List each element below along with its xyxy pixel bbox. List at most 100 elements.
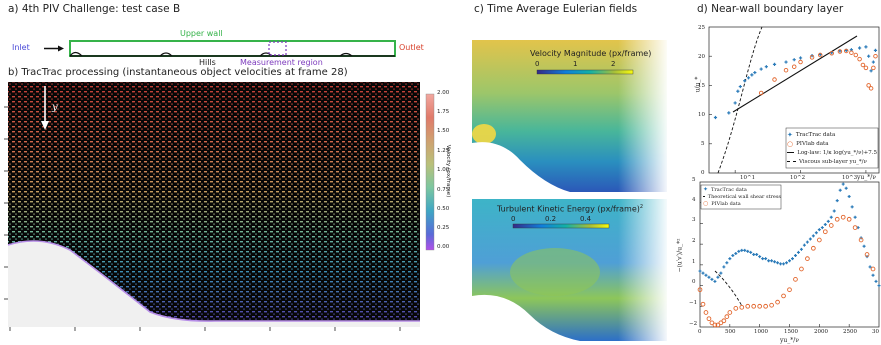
colorbar-label: Velocity (px/frame) — [445, 144, 451, 198]
top-ytick-4: 20 — [698, 54, 705, 60]
measurement-box — [268, 41, 287, 56]
pivlab-point — [703, 310, 709, 315]
pivlab-point — [843, 48, 849, 54]
pivlab-point — [733, 306, 739, 311]
pivlab-point — [805, 256, 810, 261]
tractrac-point — [776, 261, 780, 265]
circle-marker-icon: ○ — [703, 200, 709, 207]
top-xtick-2: 10^3 — [842, 175, 858, 181]
tractrac-point — [785, 261, 789, 265]
pivlab-point — [772, 77, 777, 82]
bottom-ytick-7: 5 — [692, 177, 696, 183]
pivlab-point — [873, 53, 878, 59]
pivlab-point — [727, 310, 733, 315]
tractrac-point — [820, 226, 824, 230]
bottom-ytick-3: 1 — [692, 259, 696, 265]
panel-b-title: b) TracTrac processing (instantaneous ob… — [8, 67, 348, 78]
tractrac-point — [746, 249, 750, 253]
tractrac-point — [792, 58, 796, 62]
tractrac-point — [746, 76, 751, 80]
pivlab-point — [718, 320, 724, 326]
pivlab-point — [870, 266, 876, 272]
tractrac-velocity-field — [4, 82, 435, 331]
inlet-label: Inlet — [12, 43, 30, 52]
tractrac-point — [710, 277, 714, 281]
tractrac-point — [856, 226, 860, 230]
tractrac-point — [707, 275, 711, 279]
bottom-xlabel: yu_*/ν — [780, 337, 799, 344]
tractrac-point — [817, 228, 821, 232]
measurement-region-label: Measurement region — [240, 58, 323, 67]
tractrac-point — [773, 260, 777, 264]
tractrac-point — [847, 195, 851, 198]
tractrac-point — [740, 248, 744, 252]
tractrac-point — [701, 271, 705, 275]
pivlab-point — [739, 304, 745, 310]
tractrac-point — [871, 273, 875, 277]
tractrac-point — [849, 48, 854, 52]
top-xlabel: yu_*/ν — [857, 174, 876, 181]
velocity-magnitude-label: Velocity Magnitude (px/frame) — [530, 49, 652, 58]
log-law-line — [732, 35, 858, 113]
tke-field — [472, 199, 667, 341]
pivlab-point — [712, 322, 718, 328]
pivlab-point — [822, 229, 828, 235]
tractrac-point — [731, 254, 735, 258]
pivlab-point — [868, 86, 874, 91]
tractrac-point — [862, 244, 866, 248]
panel-d-title: d) Near-wall boundary layer — [697, 3, 844, 15]
pivlab-point — [871, 65, 876, 71]
upper-wall-label: Upper wall — [180, 29, 223, 38]
pivlab-point — [721, 318, 727, 324]
tractrac-point — [784, 60, 788, 64]
tractrac-point — [829, 215, 833, 219]
y-arrow-icon — [41, 121, 49, 130]
tractrac-point — [725, 261, 729, 265]
hill-shapes — [69, 51, 353, 57]
bottom-xtick-4: 2000 — [814, 329, 828, 335]
pivlab-point — [787, 287, 792, 293]
bottom-xtick-3: 1500 — [784, 329, 798, 335]
hills-label: Hills — [199, 58, 216, 67]
pivlab-point — [817, 52, 823, 58]
tractrac-point — [738, 84, 742, 89]
tractrac-point — [764, 65, 768, 69]
tke-tick-0: 0 — [511, 215, 516, 223]
tractrac-point — [869, 69, 873, 73]
tractrac-point — [753, 70, 757, 75]
pivlab-point — [769, 302, 774, 308]
velocity-hill-mask — [472, 142, 570, 192]
pivlab-point — [709, 320, 715, 326]
bottom-xtick-0: 0 — [698, 329, 702, 335]
tractrac-point — [871, 60, 875, 64]
tractrac-point — [811, 234, 815, 238]
pivlab-point — [828, 223, 834, 228]
tractrac-point — [713, 279, 717, 283]
tractrac-point — [859, 236, 863, 240]
bottom-ytick-5: 3 — [692, 217, 696, 223]
velocity-colorbar — [425, 93, 435, 251]
pivlab-point — [798, 59, 803, 65]
velocity-magnitude-field — [472, 40, 667, 192]
plus-marker-icon: ✦ — [703, 186, 709, 193]
panel-a-title: a) 4th PIV Challenge: test case B — [8, 3, 181, 15]
tractrac-point — [727, 111, 731, 115]
pivlab-point — [849, 50, 854, 55]
tke-colorbar-c — [512, 223, 610, 229]
pivlab-point — [846, 216, 852, 222]
pivlab-point — [840, 214, 846, 220]
tractrac-point — [832, 209, 836, 213]
tractrac-point — [830, 51, 834, 55]
hill-wall — [8, 241, 420, 327]
pivlab-point — [715, 322, 721, 328]
inlet-arrow-icon — [58, 45, 64, 52]
velocity-colorbar-c — [536, 69, 634, 75]
tractrac-point — [698, 269, 702, 273]
top-xtick-0: 10^1 — [740, 175, 756, 181]
tractrac-point — [818, 52, 822, 57]
bottom-xtick-5: 2500 — [843, 329, 857, 335]
bottom-xtick-1: 500 — [725, 329, 736, 335]
tractrac-point — [764, 257, 768, 261]
tractrac-point — [802, 243, 806, 247]
bottom-ytick-6: 4 — [692, 197, 696, 203]
